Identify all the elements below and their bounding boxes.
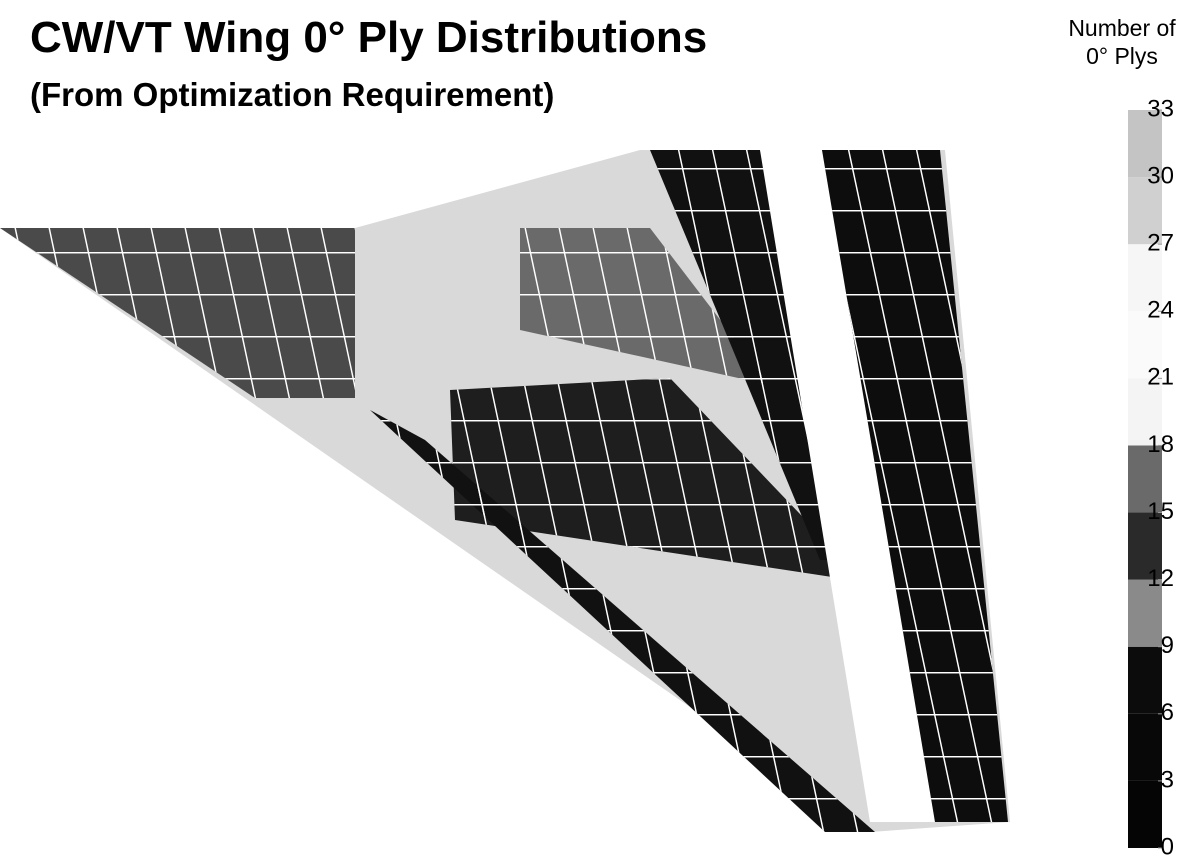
colorbar-tick-label: 0 (1161, 833, 1174, 859)
colorbar-tick-label: 18 (1147, 431, 1174, 458)
colorbar-tick-label: 3 (1161, 766, 1174, 793)
colorbar-tick-label: 24 (1147, 297, 1174, 324)
colorbar-tick-label: 15 (1147, 498, 1174, 525)
wing-illustration (0, 150, 1010, 832)
colorbar-tick-label: 27 (1147, 230, 1174, 257)
colorbar-band (1128, 714, 1162, 781)
mesh-lines (0, 228, 355, 398)
colorbar-tick-label: 9 (1161, 632, 1174, 659)
colorbar-tick-label: 33 (1147, 95, 1174, 122)
colorbar-tick-label: 6 (1161, 699, 1174, 726)
colorbar-tick-label: 21 (1147, 364, 1174, 391)
colorbar-band (1128, 781, 1162, 848)
colorbar-band (1128, 647, 1162, 714)
colorbar-tick-label: 12 (1147, 565, 1174, 592)
page: {"chart_data": { "type": "contour", "tit… (0, 0, 1178, 859)
colorbar-title: Number of (1068, 15, 1176, 41)
colorbar-title: 0° Plys (1086, 43, 1158, 69)
chart-title: CW/VT Wing 0° Ply Distributions (30, 13, 707, 62)
chart-subtitle: (From Optimization Requirement) (30, 76, 554, 113)
colorbar-tick-label: 30 (1147, 162, 1174, 189)
chart: CW/VT Wing 0° Ply Distributions (From Op… (0, 0, 1178, 859)
